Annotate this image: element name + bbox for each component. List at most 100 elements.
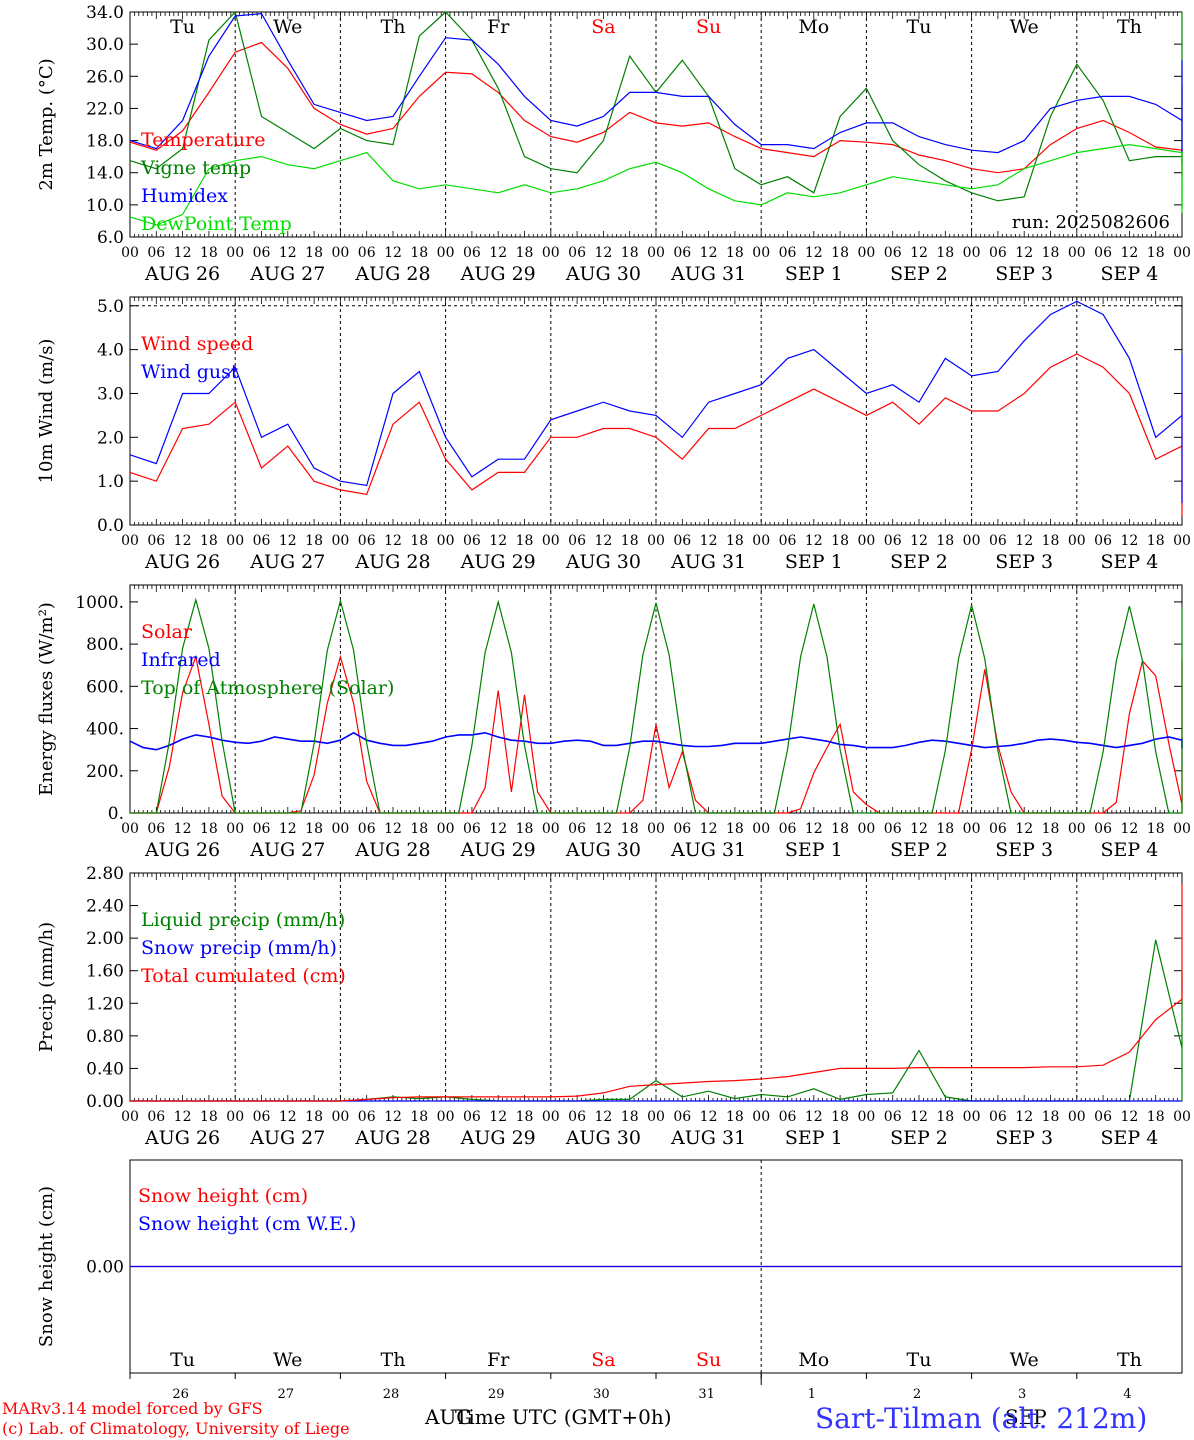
hour-label: 18 — [831, 533, 849, 549]
hour-label: 00 — [331, 245, 349, 261]
hour-label: 00 — [1068, 821, 1086, 837]
hour-label: 00 — [857, 245, 875, 261]
hour-label: 00 — [1068, 1109, 1086, 1125]
hour-label: 18 — [621, 245, 639, 261]
hour-label: 12 — [910, 533, 928, 549]
hour-label: 06 — [463, 1109, 481, 1125]
weekday-label: We — [1010, 16, 1039, 38]
hour-label: 06 — [989, 821, 1007, 837]
date-label: AUG 29 — [460, 551, 536, 573]
hour-label: 06 — [147, 821, 165, 837]
hour-label: 06 — [358, 1109, 376, 1125]
hour-label: 00 — [226, 245, 244, 261]
legend-entry: Temperature — [141, 129, 265, 151]
hour-label: 12 — [594, 533, 612, 549]
hour-label: 06 — [358, 245, 376, 261]
hour-label: 00 — [752, 821, 770, 837]
weekday-label: Tu — [907, 16, 932, 38]
hour-label: 18 — [726, 821, 744, 837]
weekday-label: Tu — [907, 1349, 932, 1371]
y-tick-label: 4.0 — [97, 341, 124, 361]
hour-label: 18 — [516, 533, 534, 549]
date-label: SEP 1 — [785, 263, 843, 285]
y-tick-label: 14.0 — [86, 164, 124, 184]
hour-label: 06 — [779, 821, 797, 837]
y-tick-label: 18.0 — [86, 132, 124, 152]
hour-label: 12 — [1120, 533, 1138, 549]
weekday-label: Fr — [487, 16, 510, 38]
hour-label: 12 — [1120, 821, 1138, 837]
hour-label: 00 — [752, 1109, 770, 1125]
hour-label: 12 — [594, 821, 612, 837]
hour-label: 06 — [779, 1109, 797, 1125]
hour-label: 06 — [358, 821, 376, 837]
y-axis-label: 2m Temp. (°C) — [36, 58, 57, 190]
hour-label: 00 — [121, 821, 139, 837]
date-label: AUG 27 — [249, 839, 325, 861]
hour-label: 06 — [253, 821, 271, 837]
hour-label: 18 — [516, 821, 534, 837]
hour-label: 00 — [1068, 245, 1086, 261]
hour-label: 00 — [121, 245, 139, 261]
hour-label: 00 — [331, 1109, 349, 1125]
y-tick-label: 10.0 — [86, 196, 124, 216]
day-number: 31 — [698, 1387, 715, 1402]
weekday-label: Th — [381, 16, 406, 38]
hour-label: 00 — [857, 533, 875, 549]
month-right-label: SEP — [1005, 1405, 1047, 1429]
hour-label: 12 — [594, 1109, 612, 1125]
legend-entry: Wind speed — [141, 333, 253, 355]
y-tick-label: 5.0 — [97, 297, 124, 317]
legend-entry: Vigne temp — [140, 157, 251, 179]
hour-label: 12 — [700, 533, 718, 549]
hour-label: 00 — [963, 245, 981, 261]
hour-label: 06 — [568, 1109, 586, 1125]
hour-label: 12 — [700, 245, 718, 261]
y-tick-label: 26.0 — [86, 67, 124, 87]
hour-label: 18 — [410, 821, 428, 837]
legend-entry: Infrared — [141, 649, 221, 671]
hour-label: 12 — [174, 821, 192, 837]
hour-label: 00 — [542, 245, 560, 261]
hour-label: 18 — [1042, 245, 1060, 261]
hour-label: 12 — [1120, 1109, 1138, 1125]
date-label: SEP 3 — [995, 839, 1053, 861]
hour-label: 00 — [331, 533, 349, 549]
date-label: SEP 2 — [890, 263, 948, 285]
weekday-label: Su — [696, 1349, 721, 1371]
date-label: AUG 27 — [249, 263, 325, 285]
hour-label: 18 — [1042, 1109, 1060, 1125]
hour-label: 06 — [1094, 245, 1112, 261]
y-axis-label: Snow height (cm) — [36, 1186, 57, 1347]
hour-label: 00 — [647, 1109, 665, 1125]
hour-label: 06 — [673, 533, 691, 549]
legend-entry: Wind gust — [141, 361, 239, 383]
legend-entry: Liquid precip (mm/h) — [141, 909, 345, 931]
day-number: 4 — [1123, 1387, 1131, 1402]
y-tick-label: 30.0 — [86, 35, 124, 55]
weekday-label: We — [273, 1349, 302, 1371]
hour-label: 18 — [831, 245, 849, 261]
hour-label: 18 — [1147, 1109, 1165, 1125]
hour-label: 06 — [253, 533, 271, 549]
station-name: Sart-Tilman (alt. 212m) — [815, 1402, 1147, 1435]
hour-label: 00 — [542, 821, 560, 837]
hour-label: 00 — [752, 533, 770, 549]
hour-label: 06 — [358, 533, 376, 549]
hour-label: 06 — [463, 821, 481, 837]
hour-label: 18 — [726, 245, 744, 261]
hour-label: 06 — [1094, 1109, 1112, 1125]
hour-label: 18 — [1147, 533, 1165, 549]
hour-label: 18 — [936, 533, 954, 549]
hour-label: 00 — [1173, 245, 1191, 261]
hour-label: 18 — [726, 1109, 744, 1125]
series-line — [129, 143, 1183, 226]
hour-label: 00 — [857, 1109, 875, 1125]
date-label: SEP 4 — [1100, 839, 1158, 861]
date-label: AUG 29 — [460, 263, 536, 285]
run-label: run: 2025082606 — [1012, 212, 1170, 233]
date-label: AUG 28 — [354, 1127, 430, 1149]
date-label: SEP 1 — [785, 551, 843, 573]
hour-label: 06 — [989, 1109, 1007, 1125]
